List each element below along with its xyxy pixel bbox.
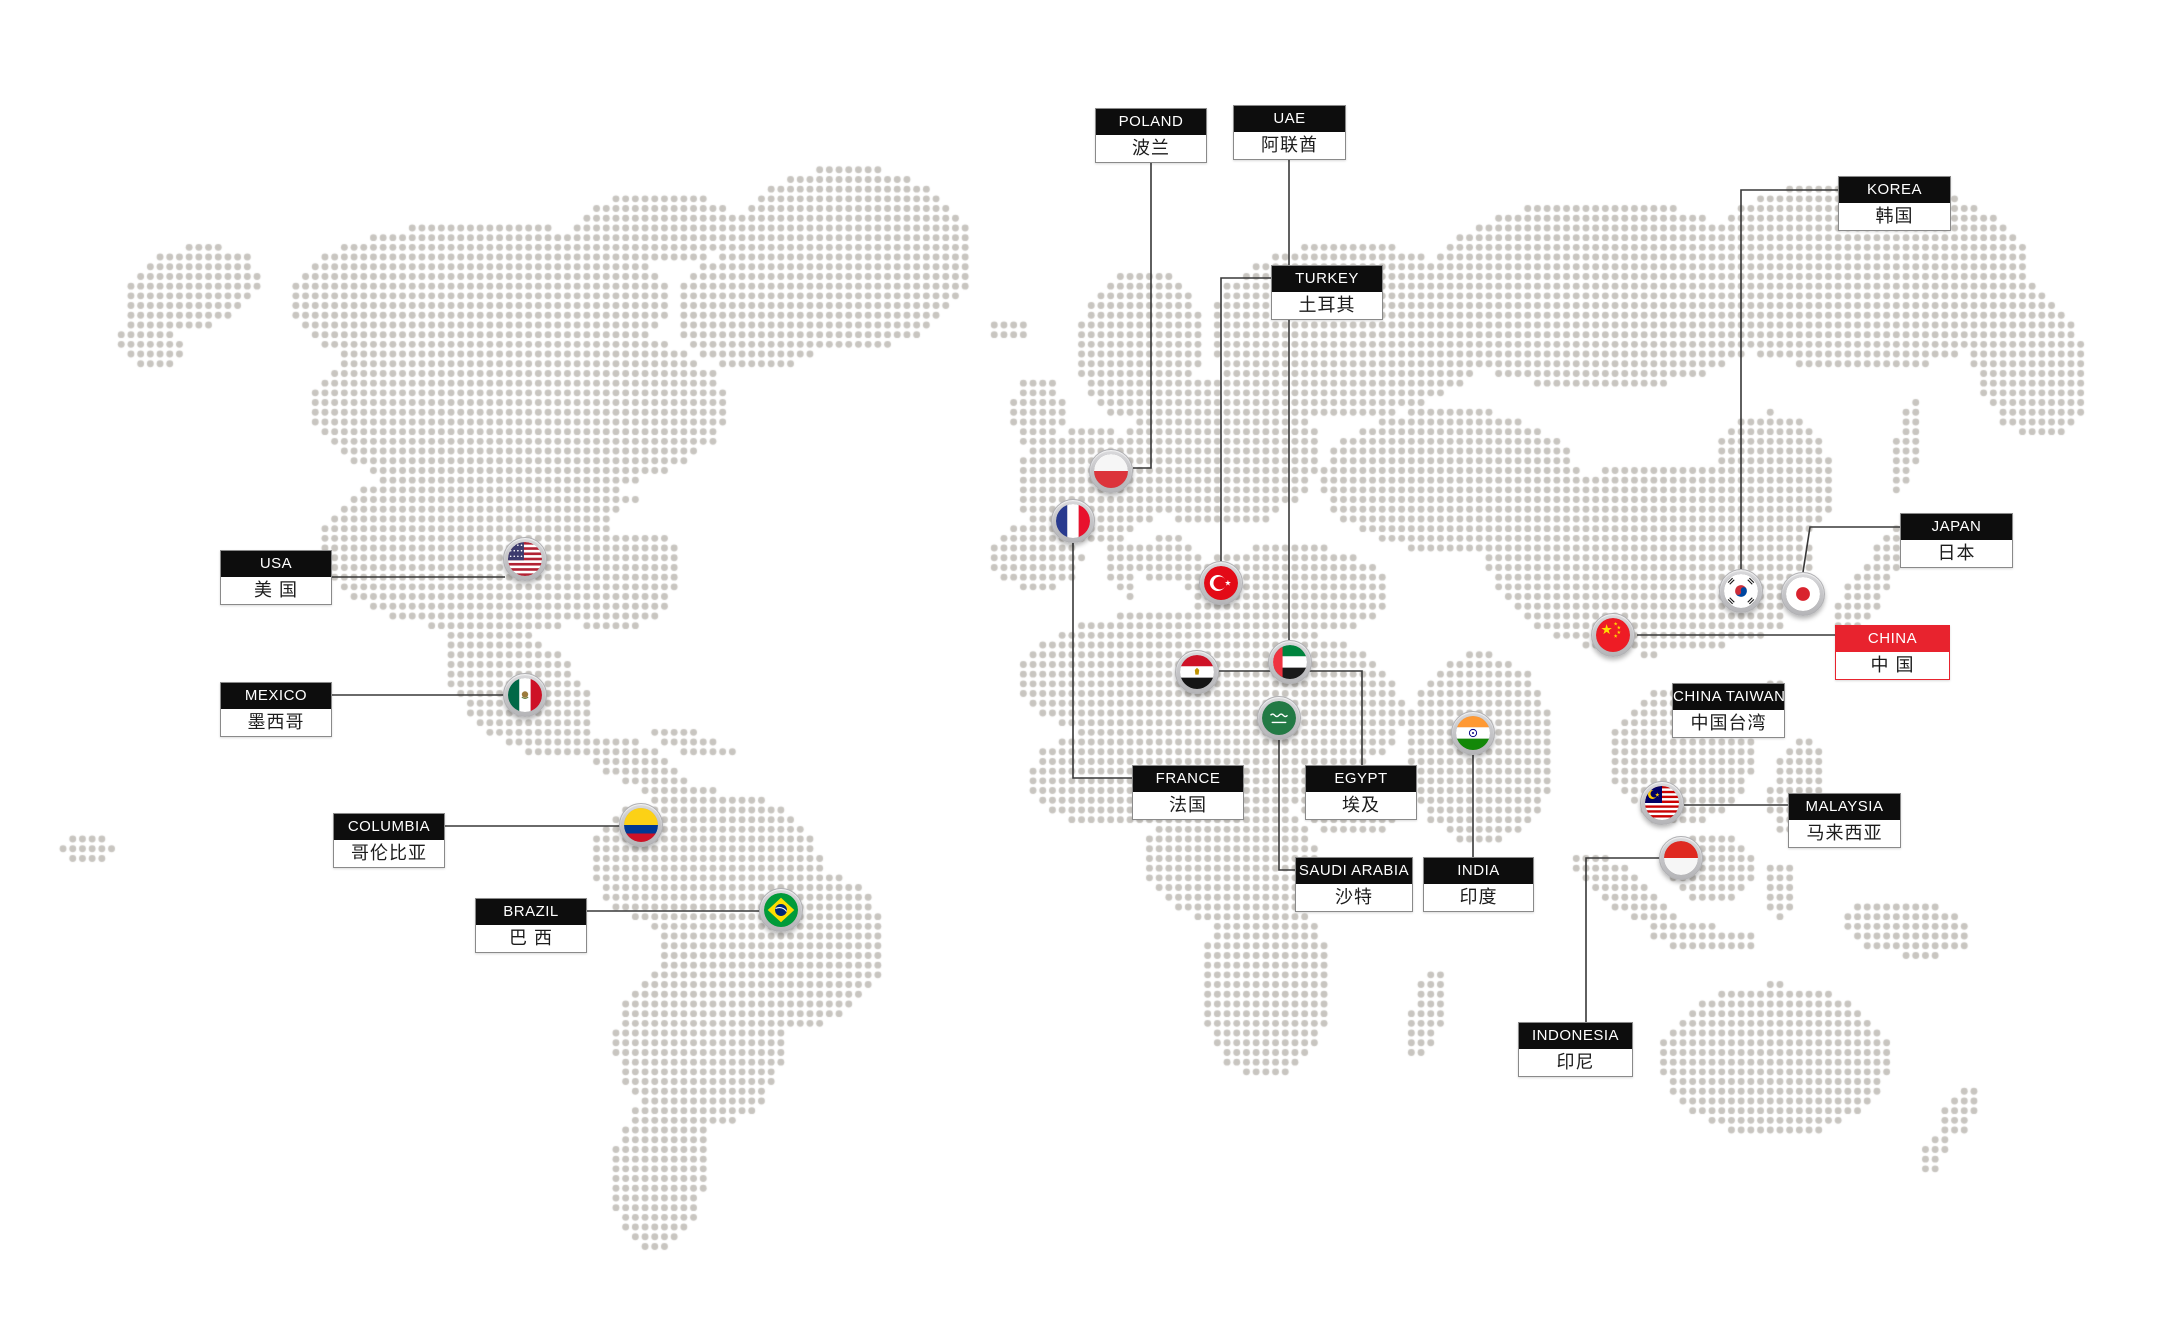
country-label-egypt: EGYPT 埃及: [1305, 765, 1417, 820]
country-label-zh: 沙特: [1296, 884, 1412, 911]
country-label-france: FRANCE 法国: [1132, 765, 1244, 820]
country-label-en: JAPAN: [1901, 514, 2012, 540]
co-flag-icon: [624, 808, 658, 842]
flag-pin-turkey: [1199, 561, 1243, 605]
country-label-turkey: TURKEY 土耳其: [1271, 265, 1383, 320]
country-label-zh: 美 国: [221, 577, 331, 604]
us-flag-icon: [508, 542, 542, 576]
country-label-china-taiwan: CHINA TAIWAN 中国台湾: [1672, 683, 1785, 738]
country-label-mexico: MEXICO 墨西哥: [220, 682, 332, 737]
country-label-china: CHINA 中 国: [1835, 625, 1950, 680]
flag-pin-indonesia: [1659, 836, 1703, 880]
flag-pin-malaysia: [1640, 781, 1684, 825]
country-label-zh: 埃及: [1306, 792, 1416, 819]
country-label-poland: POLAND 波兰: [1095, 108, 1207, 163]
country-label-zh: 墨西哥: [221, 709, 331, 736]
ae-flag-icon: [1273, 645, 1307, 679]
flag-pin-poland: [1089, 449, 1133, 493]
flag-pin-mexico: [503, 673, 547, 717]
country-label-uae: UAE 阿联酋: [1233, 105, 1346, 160]
eg-flag-icon: [1180, 655, 1214, 689]
sa-flag-icon: [1262, 701, 1296, 735]
flag-pin-columbia: [619, 803, 663, 847]
country-label-zh: 哥伦比亚: [334, 840, 444, 867]
jp-flag-icon: [1786, 577, 1820, 611]
country-label-korea: KOREA 韩国: [1838, 176, 1951, 231]
flag-pin-china: [1591, 613, 1635, 657]
country-label-brazil: BRAZIL 巴 西: [475, 898, 587, 953]
kr-flag-icon: [1724, 574, 1758, 608]
flag-pin-usa: [503, 537, 547, 581]
country-label-zh: 韩国: [1839, 203, 1950, 230]
country-label-zh: 法国: [1133, 792, 1243, 819]
country-label-en: COLUMBIA: [334, 814, 444, 840]
country-label-zh: 印尼: [1519, 1049, 1632, 1076]
country-label-en: KOREA: [1839, 177, 1950, 203]
flag-pin-saudi-arabia: [1257, 696, 1301, 740]
country-label-zh: 中国台湾: [1673, 710, 1784, 737]
country-label-zh: 阿联酋: [1234, 132, 1345, 159]
country-label-en: EGYPT: [1306, 766, 1416, 792]
country-label-en: SAUDI ARABIA: [1296, 858, 1412, 884]
country-label-en: FRANCE: [1133, 766, 1243, 792]
country-label-columbia: COLUMBIA 哥伦比亚: [333, 813, 445, 868]
tr-flag-icon: [1204, 566, 1238, 600]
country-label-en: CHINA: [1836, 626, 1949, 652]
br-flag-icon: [764, 893, 798, 927]
country-label-malaysia: MALAYSIA 马来西亚: [1788, 793, 1901, 848]
country-label-usa: USA 美 国: [220, 550, 332, 605]
country-label-en: UAE: [1234, 106, 1345, 132]
flag-pin-brazil: [759, 888, 803, 932]
country-label-zh: 波兰: [1096, 135, 1206, 162]
country-label-zh: 土耳其: [1272, 292, 1382, 319]
id-flag-icon: [1664, 841, 1698, 875]
country-label-japan: JAPAN 日本: [1900, 513, 2013, 568]
flag-pin-uae: [1268, 640, 1312, 684]
country-label-en: POLAND: [1096, 109, 1206, 135]
flag-pin-france: [1051, 499, 1095, 543]
country-label-zh: 巴 西: [476, 925, 586, 952]
country-label-en: BRAZIL: [476, 899, 586, 925]
in-flag-icon: [1456, 716, 1490, 750]
pl-flag-icon: [1094, 454, 1128, 488]
country-label-en: TURKEY: [1272, 266, 1382, 292]
country-label-en: CHINA TAIWAN: [1673, 684, 1784, 710]
country-label-zh: 日本: [1901, 540, 2012, 567]
country-label-zh: 印度: [1424, 884, 1533, 911]
my-flag-icon: [1645, 786, 1679, 820]
flag-pin-egypt: [1175, 650, 1219, 694]
country-label-india: INDIA 印度: [1423, 857, 1534, 912]
flag-pin-korea: [1719, 569, 1763, 613]
mx-flag-icon: [508, 678, 542, 712]
country-label-zh: 马来西亚: [1789, 820, 1900, 847]
country-label-en: INDONESIA: [1519, 1023, 1632, 1049]
country-label-zh: 中 国: [1836, 652, 1949, 679]
fr-flag-icon: [1056, 504, 1090, 538]
country-label-en: MALAYSIA: [1789, 794, 1900, 820]
country-label-en: MEXICO: [221, 683, 331, 709]
flag-pin-japan: [1781, 572, 1825, 616]
cn-flag-icon: [1596, 618, 1630, 652]
country-label-en: INDIA: [1424, 858, 1533, 884]
flag-pin-india: [1451, 711, 1495, 755]
country-label-indonesia: INDONESIA 印尼: [1518, 1022, 1633, 1077]
country-label-saudi-arabia: SAUDI ARABIA 沙特: [1295, 857, 1413, 912]
country-label-en: USA: [221, 551, 331, 577]
